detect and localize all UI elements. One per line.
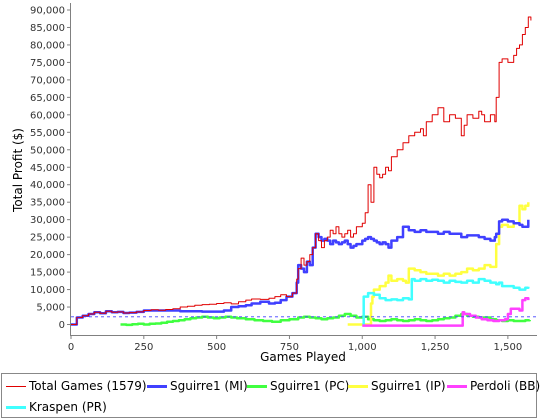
legend-swatch [247,385,267,388]
legend-swatch [6,406,26,409]
legend: Total Games (1579) Sguirre1 (MI) Sguirre… [1,373,540,418]
x-tick-label: 1,250 [421,342,450,353]
x-tick-label: 500 [207,342,226,353]
y-tick-label: 25,000 [30,233,65,244]
legend-label: Sguirre1 (MI) [170,379,248,393]
y-axis-ticks: 0 5,000 10,000 15,000 20,000 25,000 30,000 35,0… [30,5,71,331]
legend-item-sguirre1-ip: Sguirre1 (IP) [348,379,446,393]
y-tick-label: 40,000 [30,180,65,191]
y-tick-label: 35,000 [30,198,65,209]
legend-swatch [447,385,467,388]
legend-swatch [6,386,26,387]
y-tick-label: 60,000 [30,110,65,121]
y-tick-label: 90,000 [30,5,65,16]
x-tick-label: 1,000 [348,342,377,353]
y-tick-label: 20,000 [30,250,65,261]
x-axis-title: Games Played [260,350,346,364]
y-tick-label: 80,000 [30,40,65,51]
x-axis-ticks: 0 250 500 750 1,000 1,250 1,500 [68,335,522,353]
series-line-sguirre1-ip [347,202,530,326]
y-tick-label: 5,000 [36,303,65,314]
series-line-total-games-1579 [71,16,532,325]
plot-background [71,3,537,335]
series-line-kraspen-pr [362,277,530,326]
x-tick-label: 0 [68,342,74,353]
legend-swatch [147,385,167,388]
legend-item-sguirre1-mi: Sguirre1 (MI) [147,379,248,393]
chart-plot: 0 5,000 10,000 15,000 20,000 25,000 30,000 35,0… [11,3,537,364]
y-tick-label: 45,000 [30,163,65,174]
legend-item-kraspen-pr: Kraspen (PR) [6,400,107,414]
legend-label: Sguirre1 (PC) [270,379,350,393]
y-tick-label: 70,000 [30,75,65,86]
legend-item-total-games: Total Games (1579) [6,379,147,393]
y-tick-label: 65,000 [30,93,65,104]
legend-label: Sguirre1 (IP) [371,379,446,393]
x-tick-label: 250 [134,342,153,353]
y-tick-label: 50,000 [30,145,65,156]
y-tick-label: 15,000 [30,268,65,279]
legend-swatch [348,385,368,388]
legend-item-perdoli-bb: Perdoli (BB) [447,379,540,393]
series-line-perdoli-bb [362,297,530,327]
y-tick-label: 0 [59,320,65,331]
y-tick-label: 85,000 [30,23,65,34]
legend-item-sguirre1-pc: Sguirre1 (PC) [247,379,349,393]
y-tick-label: 75,000 [30,58,65,69]
series-line-sguirre1-pc [120,312,531,327]
legend-label: Perdoli (BB) [470,379,540,393]
series-line-sguirre1-mi [71,218,530,326]
y-tick-label: 30,000 [30,215,65,226]
series-layer [71,16,532,327]
x-tick-label: 750 [280,342,299,353]
y-tick-label: 10,000 [30,285,65,296]
legend-label: Total Games (1579) [29,379,147,393]
y-axis-title: Total Profit ($) [11,128,25,213]
x-tick-label: 1,500 [494,342,523,353]
legend-label: Kraspen (PR) [29,400,107,414]
y-tick-label: 55,000 [30,128,65,139]
